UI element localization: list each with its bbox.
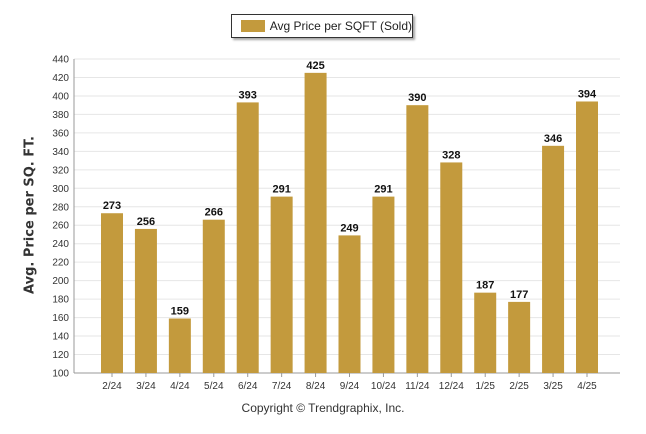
bar [202,219,225,373]
tick-labels: 100 120 140 160 180 200 220 240 260 280 300 320 340 3… [52,55,597,393]
bar [372,196,395,373]
data-label: 177 [510,289,528,301]
x-tick-label: 10/24 [371,381,396,392]
x-tick-label: 4/24 [170,381,190,392]
y-tick-label: 440 [52,55,69,66]
data-label: 187 [476,280,494,292]
data-label: 390 [408,92,426,104]
y-tick-label: 260 [52,221,69,232]
bar [440,162,463,373]
legend-swatch [241,20,265,32]
bar [406,105,429,374]
x-tick-label: 2/25 [509,381,529,392]
y-tick-label: 340 [52,147,69,158]
y-tick-label: 120 [52,350,69,361]
y-tick-label: 420 [52,73,69,84]
data-label: 256 [137,216,155,228]
data-label: 291 [272,184,290,196]
legend-label: Avg Price per SQFT (Sold) [269,19,412,33]
y-tick-label: 280 [52,202,69,213]
data-label: 159 [171,306,189,318]
y-tick-label: 200 [52,276,69,287]
x-tick-label: 5/24 [204,381,224,392]
y-tick-label: 140 [52,332,69,343]
bar [474,292,497,373]
bar [576,101,598,373]
x-tick-label: 6/24 [238,381,258,392]
bar [270,196,293,373]
y-tick-label: 100 [52,369,69,380]
bar [508,301,531,373]
x-tick-label: 2/24 [102,381,122,392]
data-label: 273 [103,200,121,212]
data-label: 249 [340,222,358,234]
x-tick-label: 9/24 [340,381,360,392]
data-labels: 273 256 159 266 393 291 425 249 291 390 328 187 177 3… [103,60,597,318]
bar [304,72,327,374]
x-tick-label: 7/24 [272,381,292,392]
x-tick-label: 11/24 [405,381,430,392]
y-tick-label: 320 [52,165,69,176]
y-tick-label: 240 [52,239,69,250]
data-label: 346 [544,133,562,145]
y-tick-label: 160 [52,313,69,324]
bar [338,235,361,373]
data-label: 425 [306,60,324,72]
data-label: 328 [442,149,460,161]
x-tick-label: 12/24 [439,381,464,392]
bar [168,318,191,373]
bar [236,102,259,373]
bar [542,145,565,373]
x-tick-label: 3/25 [543,381,563,392]
x-tick-label: 3/24 [136,381,156,392]
data-label: 394 [578,88,597,100]
y-tick-label: 360 [52,128,69,139]
legend: Avg Price per SQFT (Sold) [231,14,413,38]
data-label: 393 [239,89,257,101]
data-label: 291 [374,184,392,196]
x-tick-label: 4/25 [577,381,597,392]
bar [134,228,157,373]
x-tick-label: 8/24 [306,381,326,392]
bars [101,72,598,374]
y-tick-label: 380 [52,110,69,121]
y-tick-label: 180 [52,295,69,306]
bar [101,213,123,373]
y-tick-label: 400 [52,91,69,102]
y-tick-label: 220 [52,258,69,269]
data-label: 266 [205,207,223,219]
x-tick-label: 1/25 [475,381,495,392]
copyright-text: Copyright © Trendgraphix, Inc. [241,401,405,415]
y-tick-label: 300 [52,184,69,195]
